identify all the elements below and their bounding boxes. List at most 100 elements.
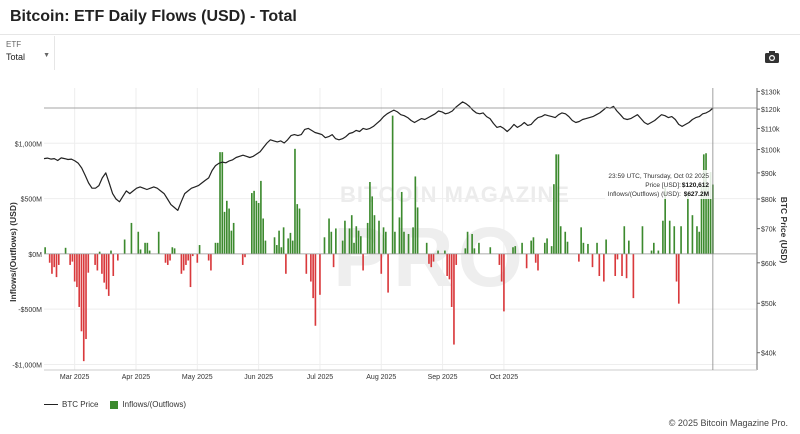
flow-bar-102: [275, 245, 278, 254]
flow-bar-140: [362, 253, 364, 271]
price-series: [43, 101, 714, 211]
flow-bar-278: [675, 253, 678, 282]
flow-bar-247: [605, 239, 607, 254]
legend-item-price[interactable]: BTC Price: [44, 400, 98, 409]
flow-bar-104: [280, 247, 283, 254]
y-tick-label-1: $500M: [21, 197, 43, 204]
flow-bar-221: [546, 238, 548, 254]
tooltip-box: [605, 170, 712, 199]
flow-bar-294: [712, 184, 714, 254]
tooltip-price-label: Price [USD]:: [645, 182, 681, 189]
flow-bar-196: [489, 247, 492, 254]
flow-bar-46: [148, 250, 151, 254]
flow-bar-189: [473, 248, 476, 254]
flow-bar-279: [677, 253, 680, 304]
flow-bar-277: [673, 226, 676, 254]
flow-bar-179: [450, 253, 453, 307]
flow-bar-27: [105, 253, 108, 290]
flow-bar-109: [291, 240, 294, 254]
legend-item-flows[interactable]: Inflows/(Outflows): [110, 400, 186, 409]
flow-bar-73: [210, 253, 212, 271]
flow-bar-56: [171, 247, 174, 254]
flow-bar-4: [53, 253, 56, 268]
flow-bar-241: [591, 253, 594, 268]
flow-bar-188: [471, 233, 473, 254]
flow-bar-16: [80, 253, 83, 332]
y-axis-label: Inflows/(Outflows) (USD): [8, 202, 18, 302]
filter-divider: [54, 36, 55, 70]
flow-bar-177: [446, 253, 448, 276]
flow-bar-57: [173, 248, 176, 254]
x-tick-label-1: Apr 2025: [122, 374, 151, 381]
legend-label-price: BTC Price: [62, 400, 99, 409]
y2-tick-label-3: $100k: [761, 148, 781, 155]
flow-bar-225: [555, 154, 557, 254]
flow-bar-134: [348, 228, 351, 254]
flow-bar-157: [400, 191, 403, 254]
flow-bar-14: [76, 253, 78, 288]
x-tick-label-5: Aug 2025: [366, 374, 396, 381]
flow-bar-263: [641, 226, 644, 254]
y2-tick-label-8: $50k: [761, 301, 777, 308]
flow-bar-126: [330, 231, 333, 254]
y2-tick-label-0: $130k: [761, 89, 781, 96]
flow-bar-176: [444, 250, 446, 254]
flow-bar-244: [598, 253, 601, 276]
flow-bar-81: [228, 208, 230, 254]
flow-bar-24: [98, 251, 101, 254]
flow-bar-236: [580, 227, 582, 254]
flow-bar-127: [332, 253, 335, 268]
flow-bar-118: [312, 253, 314, 299]
flow-bar-12: [71, 253, 74, 262]
etf-filter-select[interactable]: Total ▼: [6, 52, 50, 66]
y2-tick-label-4: $90k: [761, 171, 777, 178]
watermark: BITCOIN MAGAZINE PRO: [333, 182, 569, 304]
y-tick-label-4: -$1,000M: [12, 362, 42, 369]
page-title: Bitcoin: ETF Daily Flows (USD) - Total: [10, 8, 297, 25]
flow-bar-62: [185, 253, 187, 265]
flow-bar-41: [137, 231, 140, 254]
flow-bar-137: [355, 226, 358, 254]
flow-bar-35: [123, 239, 126, 254]
flow-bar-257: [628, 240, 630, 254]
hover-crosshair: [44, 88, 757, 370]
flow-bar-28: [107, 253, 110, 296]
flow-bar-97: [264, 240, 267, 254]
flow-bar-111: [296, 204, 299, 254]
copyright: © 2025 Bitcoin Magazine Pro.: [668, 418, 788, 428]
tooltip: 23:59 UTC, Thursday, Oct 02 2025 Price […: [605, 170, 712, 199]
flow-bar-290: [702, 154, 705, 254]
x-tick-label-7: Oct 2025: [490, 374, 519, 381]
flow-bar-144: [371, 196, 374, 254]
y2-tick-label-2: $110k: [761, 126, 780, 133]
flow-bar-227: [559, 226, 562, 254]
flow-bar-32: [117, 253, 119, 261]
flow-bar-143: [369, 182, 371, 254]
flow-bar-215: [532, 237, 535, 254]
flow-bar-125: [328, 218, 330, 254]
flow-bar-226: [557, 154, 560, 254]
tooltip-flow-value: $627.2M: [684, 191, 709, 198]
flow-bar-94: [257, 203, 260, 254]
flow-bar-288: [698, 231, 701, 254]
flow-bar-293: [709, 172, 712, 254]
flow-bar-29: [110, 250, 112, 254]
y-tick-label-3: -$500M: [18, 307, 42, 314]
axes: $1,000M $500M $0M -$500M -$1,000M $130k $120k $…: [12, 88, 781, 381]
flow-bar-115: [305, 253, 308, 274]
flow-bar-108: [289, 232, 292, 254]
flow-bar-2: [48, 253, 51, 263]
flow-bar-63: [187, 253, 190, 261]
legend-line-swatch: [44, 403, 58, 406]
watermark-line2: PRO: [333, 210, 527, 304]
flow-bar-65: [191, 253, 194, 257]
camera-icon[interactable]: [764, 50, 780, 64]
flow-bar-132: [344, 220, 346, 254]
flow-bar-173: [437, 250, 439, 254]
flow-bar-160: [407, 233, 410, 254]
flow-bar-254: [621, 253, 623, 276]
flow-bar-259: [632, 253, 635, 299]
flow-bar-268: [653, 242, 655, 254]
flow-bar-76: [216, 242, 219, 254]
